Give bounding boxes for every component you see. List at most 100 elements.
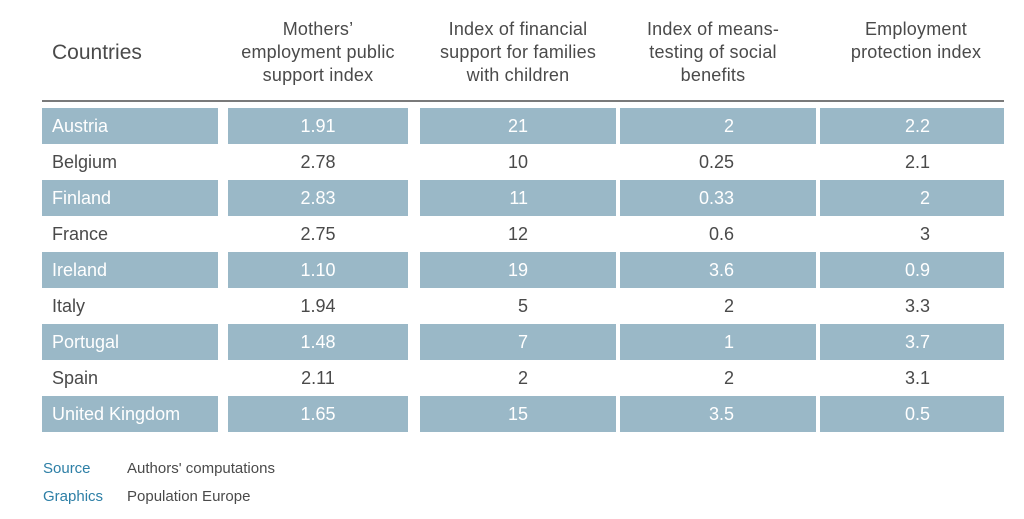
cell-background	[420, 324, 616, 360]
cell-background	[228, 324, 408, 360]
cell-financial-index: 11	[509, 188, 528, 208]
cell-mothers-index: 1.10	[300, 260, 336, 280]
table-row: Finland 2.83 11 0.33 2	[0, 180, 1024, 216]
cell-background	[228, 396, 408, 432]
cell-background	[620, 108, 816, 144]
table-row: United Kingdom 1.65 15 3.5 0.5	[0, 396, 1024, 432]
cell-mothers-index: 2.75	[300, 224, 336, 244]
cell-background	[820, 324, 1004, 360]
graphics-value: Population Europe	[127, 488, 251, 505]
cell-financial-index: 7	[517, 332, 528, 352]
graphics-key: Graphics	[43, 488, 104, 505]
cell-employment-index: 3.7	[904, 332, 930, 352]
cell-background	[620, 324, 816, 360]
table-row: Austria 1.91 21 2 2.2	[0, 108, 1024, 144]
header-line: benefits	[680, 65, 746, 85]
cell-background	[420, 252, 616, 288]
cell-country: United Kingdom	[52, 404, 181, 424]
header-means-testing: Index of means- testing of social benefi…	[618, 18, 808, 87]
cell-financial-index: 12	[507, 224, 528, 244]
header-rule	[42, 100, 1004, 102]
header-line: with children	[466, 65, 570, 85]
header-line: Employment	[864, 19, 968, 39]
cell-financial-index: 21	[507, 116, 528, 136]
cell-mothers-index: 1.94	[300, 296, 336, 316]
cell-background	[420, 180, 616, 216]
cell-background	[820, 180, 1004, 216]
cell-background	[820, 396, 1004, 432]
cell-means-index: 3.6	[708, 260, 734, 280]
cell-background	[620, 252, 816, 288]
cell-background	[820, 252, 1004, 288]
cell-means-index: 2	[723, 116, 734, 136]
table-row: Portugal 1.48 7 1 3.7	[0, 324, 1024, 360]
table-row: Spain 2.11 2 2 3.1	[0, 360, 1024, 396]
cell-mothers-index: 1.65	[300, 404, 336, 424]
cell-employment-index: 3.1	[904, 368, 930, 388]
cell-mothers-index: 2.83	[300, 188, 336, 208]
cell-background	[42, 252, 218, 288]
cell-background	[42, 396, 218, 432]
header-line: Index of means-	[646, 19, 780, 39]
header-countries: Countries	[52, 41, 142, 64]
table-row: Belgium 2.78 10 0.25 2.1	[0, 144, 1024, 180]
cell-country: Finland	[52, 188, 112, 208]
cell-means-index: 0.33	[698, 188, 734, 208]
cell-mothers-index: 2.78	[300, 152, 336, 172]
header-line: support index	[262, 65, 374, 85]
cell-background	[620, 396, 816, 432]
cell-employment-index: 0.5	[904, 404, 930, 424]
source-value: Authors' computations	[127, 460, 275, 477]
cell-background	[620, 180, 816, 216]
graphics-note: Graphics Population Europe	[43, 488, 250, 505]
header-financial-support: Index of financial support for families …	[420, 18, 616, 87]
cell-country: Belgium	[52, 152, 118, 172]
cell-means-index: 2	[723, 368, 734, 388]
cell-means-index: 2	[723, 296, 734, 316]
cell-means-index: 3.5	[708, 404, 734, 424]
cell-background	[228, 252, 408, 288]
header-line: testing of social	[649, 42, 777, 62]
header-line: support for families	[439, 42, 597, 62]
cell-employment-index: 0.9	[904, 260, 930, 280]
source-note: Source Authors' computations	[43, 460, 275, 477]
header-employment-protection: Employment protection index	[818, 18, 1014, 64]
cell-background	[42, 108, 218, 144]
header-line: Index of financial	[448, 19, 588, 39]
cell-mothers-index: 1.91	[300, 116, 336, 136]
cell-country: Ireland	[52, 260, 108, 280]
cell-financial-index: 10	[507, 152, 528, 172]
source-key: Source	[43, 460, 91, 477]
cell-means-index: 0.25	[698, 152, 734, 172]
cell-mothers-index: 2.11	[301, 368, 335, 388]
cell-country: Austria	[52, 116, 109, 136]
cell-financial-index: 5	[517, 296, 528, 316]
cell-background	[420, 396, 616, 432]
cell-country: Portugal	[52, 332, 120, 352]
cell-financial-index: 19	[507, 260, 528, 280]
header-line: protection index	[850, 42, 982, 62]
cell-financial-index: 15	[507, 404, 528, 424]
cell-employment-index: 2.1	[904, 152, 930, 172]
header-line: Mothers’	[282, 19, 354, 39]
cell-country: Spain	[52, 368, 99, 388]
cell-employment-index: 2.2	[904, 116, 930, 136]
cell-employment-index: 3	[919, 224, 930, 244]
cell-background	[820, 108, 1004, 144]
header-line: employment public	[241, 42, 395, 62]
cell-background	[420, 108, 616, 144]
cell-background	[42, 324, 218, 360]
table-row: Ireland 1.10 19 3.6 0.9	[0, 252, 1024, 288]
cell-mothers-index: 1.48	[300, 332, 336, 352]
cell-means-index: 1	[723, 332, 734, 352]
cell-financial-index: 2	[517, 368, 528, 388]
cell-country: France	[52, 224, 109, 244]
cell-employment-index: 2	[919, 188, 930, 208]
table-row: France 2.75 12 0.6 3	[0, 216, 1024, 252]
cell-background	[228, 108, 408, 144]
cell-means-index: 0.6	[708, 224, 734, 244]
header-mothers-employment: Mothers’ employment public support index	[222, 18, 414, 87]
cell-background	[228, 180, 408, 216]
cell-employment-index: 3.3	[904, 296, 930, 316]
table-row: Italy 1.94 5 2 3.3	[0, 288, 1024, 324]
